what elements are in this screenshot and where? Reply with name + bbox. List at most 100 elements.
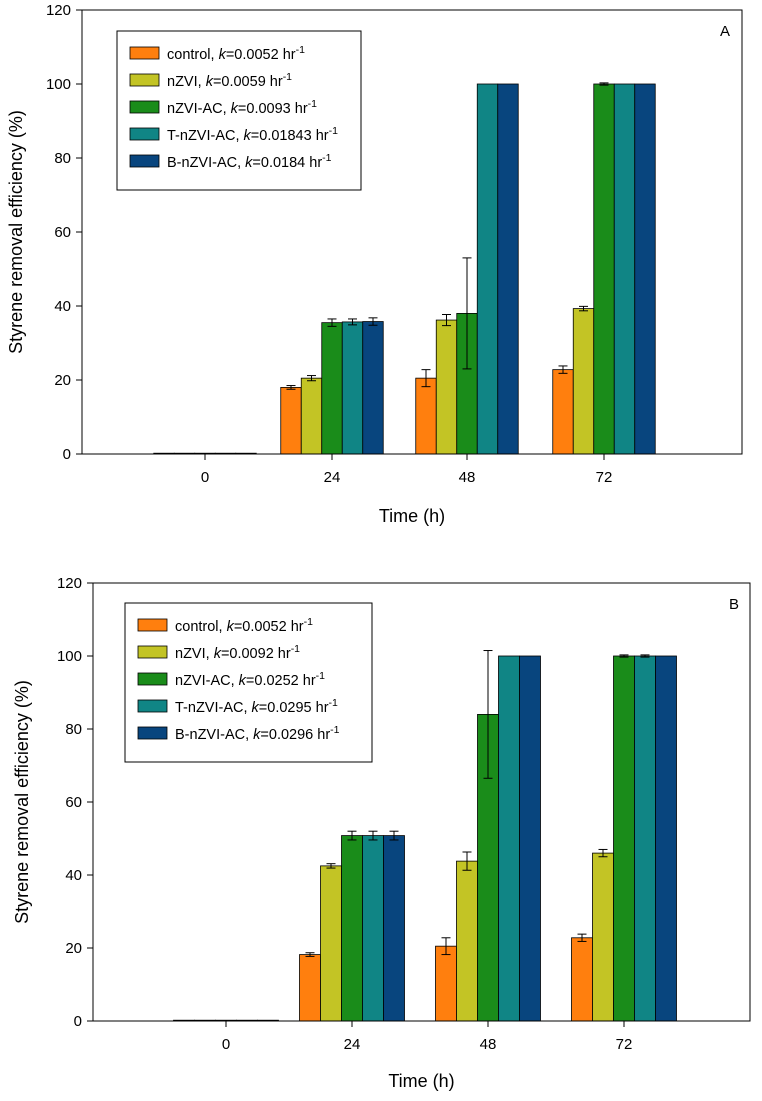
bar-A-B-nZVI-AC-72 — [634, 83, 656, 455]
error-bar-B-control-48 — [441, 937, 451, 956]
bar-B-nZVI-AC-72 — [613, 655, 635, 1022]
y-tick-label: 100 — [46, 76, 71, 93]
error-bar-A-control-72 — [558, 365, 568, 374]
error-bar-A-nZVI-24 — [307, 375, 316, 382]
legend-swatch — [129, 73, 160, 87]
legend-item-T-nZVI-AC: T-nZVI-AC, k=0.01843 hr-1 — [129, 125, 338, 144]
y-tick-label: 40 — [54, 298, 71, 315]
y-tick-label: 120 — [46, 2, 71, 19]
error-bar-A-nZVI-AC-48 — [462, 257, 472, 370]
legend-item-B-nZVI-AC: B-nZVI-AC, k=0.0184 hr-1 — [129, 152, 332, 171]
y-tick-label: 60 — [54, 224, 71, 241]
bar-A-control-48 — [415, 377, 437, 455]
error-bar-B-control-72 — [577, 933, 587, 942]
y-tick-label: 80 — [65, 721, 82, 738]
legend-label: T-nZVI-AC, k=0.0295 hr-1 — [175, 697, 338, 716]
bar-B-control-72 — [571, 937, 593, 1022]
legend-swatch — [129, 100, 160, 114]
error-bar-B-T-nZVI-AC-24 — [368, 830, 378, 841]
bar-B-T-nZVI-AC-48 — [498, 655, 520, 1022]
legend-label: control, k=0.0052 hr-1 — [167, 44, 305, 63]
error-bar-B-nZVI-72 — [598, 848, 608, 858]
error-bar-A-nZVI-72 — [579, 305, 588, 312]
legend-label: T-nZVI-AC, k=0.01843 hr-1 — [167, 125, 338, 144]
panel-label: A — [720, 23, 730, 40]
legend-label: nZVI, k=0.0092 hr-1 — [175, 643, 300, 662]
y-tick-label: 0 — [74, 1013, 82, 1030]
x-tick-label: 72 — [596, 469, 613, 486]
error-bar-B-control-24 — [305, 952, 315, 957]
legend-label: nZVI-AC, k=0.0252 hr-1 — [175, 670, 325, 689]
legend-swatch — [137, 726, 168, 740]
error-bar-A-nZVI-AC-72 — [599, 82, 609, 86]
y-tick-label: 100 — [57, 648, 82, 665]
x-tick-label: 48 — [480, 1036, 497, 1053]
error-bar-A-nZVI-48 — [442, 314, 451, 327]
error-bar-A-B-nZVI-AC-24 — [368, 317, 378, 326]
legend-item-B-nZVI-AC: B-nZVI-AC, k=0.0296 hr-1 — [137, 724, 340, 743]
legend-item-nZVI-AC: nZVI-AC, k=0.0093 hr-1 — [129, 98, 317, 117]
legend-item-nZVI: nZVI, k=0.0092 hr-1 — [137, 643, 300, 662]
x-tick-label: 24 — [324, 469, 341, 486]
bar-A-nZVI-72 — [572, 308, 595, 455]
error-bar-B-nZVI-AC-48 — [483, 650, 493, 779]
bar-A-nZVI-48 — [435, 319, 458, 455]
legend-item-nZVI: nZVI, k=0.0059 hr-1 — [129, 71, 292, 90]
bar-B-nZVI-AC-24 — [341, 835, 363, 1022]
bar-A-nZVI-AC-24 — [321, 322, 343, 455]
error-bar-B-nZVI-48 — [462, 851, 472, 871]
y-tick-label: 20 — [65, 940, 82, 957]
bar-B-control-48 — [435, 945, 457, 1022]
bar-B-B-nZVI-AC-48 — [519, 655, 541, 1022]
error-bar-A-T-nZVI-AC-24 — [348, 318, 357, 326]
x-axis-title: Time (h) — [388, 1071, 454, 1091]
bar-A-control-72 — [552, 369, 574, 455]
bar-B-T-nZVI-AC-24 — [362, 835, 384, 1022]
bar-A-B-nZVI-AC-24 — [362, 321, 384, 455]
bar-A-nZVI-24 — [300, 377, 323, 455]
error-bar-B-nZVI-AC-72 — [619, 654, 629, 658]
x-tick-label: 0 — [201, 469, 209, 486]
legend-A: control, k=0.0052 hr-1 nZVI, k=0.0059 hr-… — [116, 30, 362, 191]
legend-swatch — [129, 154, 160, 168]
bar-A-B-nZVI-AC-48 — [497, 83, 519, 455]
bar-A-T-nZVI-AC-72 — [613, 83, 636, 455]
chart-panel-B: 0 20 40 60 80 100 120 0 24 48 72 Time (h) Styrene re… — [12, 575, 751, 1091]
legend-item-T-nZVI-AC: T-nZVI-AC, k=0.0295 hr-1 — [137, 697, 338, 716]
legend-label: B-nZVI-AC, k=0.0296 hr-1 — [175, 724, 340, 743]
chart-panel-A: 0 20 40 60 80 100 120 0 24 48 72 Time (h) Styrene re… — [6, 2, 743, 526]
y-tick-label: 20 — [54, 372, 71, 389]
legend-label: B-nZVI-AC, k=0.0184 hr-1 — [167, 152, 332, 171]
x-tick-label: 72 — [616, 1036, 633, 1053]
y-tick-label: 80 — [54, 150, 71, 167]
x-tick-label: 24 — [344, 1036, 361, 1053]
y-axis-title: Styrene removal efficiency (%) — [12, 680, 32, 924]
legend-swatch — [129, 46, 160, 60]
y-tick-label: 120 — [57, 575, 82, 592]
y-tick-label: 0 — [63, 446, 71, 463]
legend-swatch — [137, 618, 168, 632]
bar-B-nZVI-24 — [320, 865, 342, 1022]
legend-item-control: control, k=0.0052 hr-1 — [137, 616, 313, 635]
legend-label: nZVI-AC, k=0.0093 hr-1 — [167, 98, 317, 117]
x-axis-title: Time (h) — [379, 506, 445, 526]
panel-label: B — [729, 596, 739, 613]
y-tick-label: 60 — [65, 794, 82, 811]
legend-label: control, k=0.0052 hr-1 — [175, 616, 313, 635]
bar-A-T-nZVI-AC-48 — [476, 83, 499, 455]
bar-B-T-nZVI-AC-72 — [634, 655, 656, 1022]
x-tick-label: 0 — [222, 1036, 230, 1053]
bar-B-nZVI-48 — [456, 860, 478, 1022]
error-bar-B-nZVI-24 — [326, 863, 336, 869]
bar-B-B-nZVI-AC-24 — [383, 835, 405, 1022]
legend-swatch — [137, 699, 168, 713]
legend-swatch — [129, 127, 160, 141]
legend-label: nZVI, k=0.0059 hr-1 — [167, 71, 292, 90]
legend-item-nZVI-AC: nZVI-AC, k=0.0252 hr-1 — [137, 670, 325, 689]
legend-swatch — [137, 672, 168, 686]
bar-A-control-24 — [280, 386, 302, 455]
error-bar-A-control-24 — [286, 385, 296, 390]
legend-B: control, k=0.0052 hr-1 nZVI, k=0.0092 hr-… — [124, 602, 373, 763]
error-bar-A-nZVI-AC-24 — [327, 318, 337, 327]
